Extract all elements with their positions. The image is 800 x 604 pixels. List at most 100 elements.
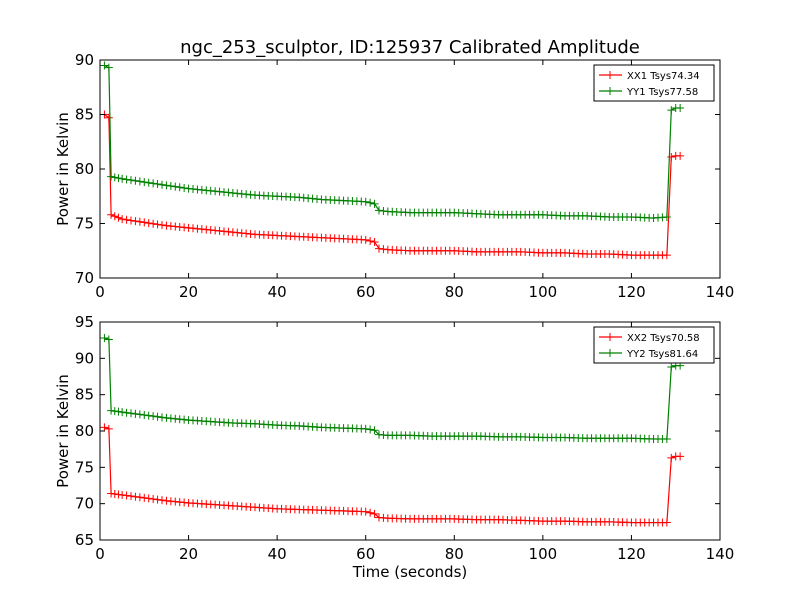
subplot-1: 0 20 40 60 80 100 120 140 70 75 80 85 90 Power in Kel… — [54, 51, 734, 301]
data-point — [662, 434, 671, 443]
legend-marker — [606, 349, 614, 357]
data-point — [361, 235, 370, 244]
data-point — [676, 151, 685, 160]
y-axis-label: Power in Kelvin — [54, 374, 72, 488]
legend-box — [593, 64, 715, 102]
x-tick-label: 40 — [268, 545, 287, 563]
sample-marker — [158, 496, 166, 505]
y-tick-label: 80 — [75, 160, 94, 178]
sample-marker — [144, 219, 153, 228]
sample-marker — [166, 182, 175, 191]
sample-marker — [153, 180, 162, 189]
sample-marker — [131, 409, 140, 418]
data-point — [104, 424, 113, 433]
sample-marker — [127, 176, 135, 185]
sample-marker — [144, 411, 153, 420]
x-tick-label: 40 — [268, 283, 287, 301]
sample-marker — [379, 245, 388, 254]
data-point — [676, 452, 685, 461]
sample-marker — [135, 217, 144, 226]
y-tick-label: 90 — [75, 349, 94, 367]
y-tick-label: 75 — [75, 215, 94, 233]
x-tick-label: 60 — [356, 545, 375, 563]
legend-entry: YY2 Tsys81.64 — [626, 349, 698, 360]
sample-marker — [127, 492, 135, 501]
sample-marker — [149, 495, 158, 504]
sample-marker — [158, 413, 166, 422]
sample-marker — [158, 180, 166, 189]
data-point — [370, 509, 379, 518]
legend-marker — [606, 71, 614, 79]
data-point — [100, 333, 109, 342]
x-tick-label: 80 — [445, 283, 464, 301]
data-point — [667, 453, 676, 462]
sample-marker — [114, 174, 123, 183]
data-point — [104, 63, 113, 72]
sample-marker — [366, 236, 375, 245]
y-tick-label: 85 — [75, 106, 94, 124]
sample-marker — [114, 213, 123, 222]
data-point — [662, 518, 671, 527]
data-point — [375, 244, 383, 253]
x-tick-label: 140 — [706, 283, 735, 301]
x-tick-label: 0 — [95, 545, 105, 563]
series-line-1-1 — [104, 114, 681, 256]
data-point — [361, 507, 370, 516]
data-point — [140, 411, 149, 420]
data-point — [375, 206, 383, 215]
x-tick-label: 20 — [179, 283, 198, 301]
legend-entry: XX1 Tsys74.34 — [627, 71, 700, 82]
y-tick-label: 70 — [75, 269, 94, 287]
data-point — [370, 426, 379, 435]
x-tick-label: 140 — [706, 545, 735, 563]
sample-marker — [366, 508, 375, 517]
data-point — [667, 363, 676, 372]
x-tick-label: 120 — [617, 545, 646, 563]
sample-marker — [158, 221, 166, 230]
data-point — [140, 178, 149, 187]
sample-marker — [366, 425, 375, 434]
y-axis-label: Power in Kelvin — [54, 112, 72, 226]
chart-title: ngc_253_sculptor, ID:125937 Calibrated A… — [180, 37, 640, 58]
x-tick-label: 20 — [179, 545, 198, 563]
data-point — [662, 212, 671, 221]
legend-marker — [606, 87, 614, 95]
x-tick-label: 100 — [529, 545, 558, 563]
sample-marker — [149, 179, 158, 188]
data-point — [140, 218, 149, 227]
data-point — [676, 103, 685, 112]
data-point — [100, 61, 109, 70]
x-tick-label: 60 — [356, 283, 375, 301]
sample-marker — [122, 491, 131, 500]
sample-marker — [127, 409, 135, 418]
x-tick-label: 80 — [445, 545, 464, 563]
data-point — [107, 172, 116, 181]
x-tick-label: 100 — [529, 283, 558, 301]
data-point — [107, 210, 116, 219]
legend-entry: YY1 Tsys77.58 — [626, 87, 698, 98]
sample-marker — [131, 176, 140, 185]
legend-marker — [606, 333, 614, 341]
subplot-2: 0 20 40 60 80 100 120 140 65 70 75 80 85 90 95 Power in… — [54, 313, 734, 581]
sample-marker — [149, 412, 158, 421]
legend-1: XX1 Tsys74.34 YY1 Tsys77.58 — [593, 64, 715, 102]
sample-marker — [127, 216, 135, 225]
data-point — [118, 215, 127, 224]
sample-marker — [153, 220, 162, 229]
y-tick-label: 70 — [75, 495, 94, 513]
sample-marker — [153, 412, 162, 421]
data-point — [140, 493, 149, 502]
sample-marker — [122, 215, 131, 224]
sample-marker — [379, 206, 388, 215]
sample-marker — [135, 177, 144, 186]
sample-marker — [131, 217, 140, 226]
sample-marker — [153, 495, 162, 504]
data-point — [118, 408, 127, 417]
data-point — [667, 106, 676, 115]
data-point — [662, 251, 671, 260]
sample-marker — [110, 173, 119, 182]
y-tick-label: 80 — [75, 422, 94, 440]
series-line-2-1 — [104, 426, 681, 524]
data-point — [104, 113, 113, 122]
